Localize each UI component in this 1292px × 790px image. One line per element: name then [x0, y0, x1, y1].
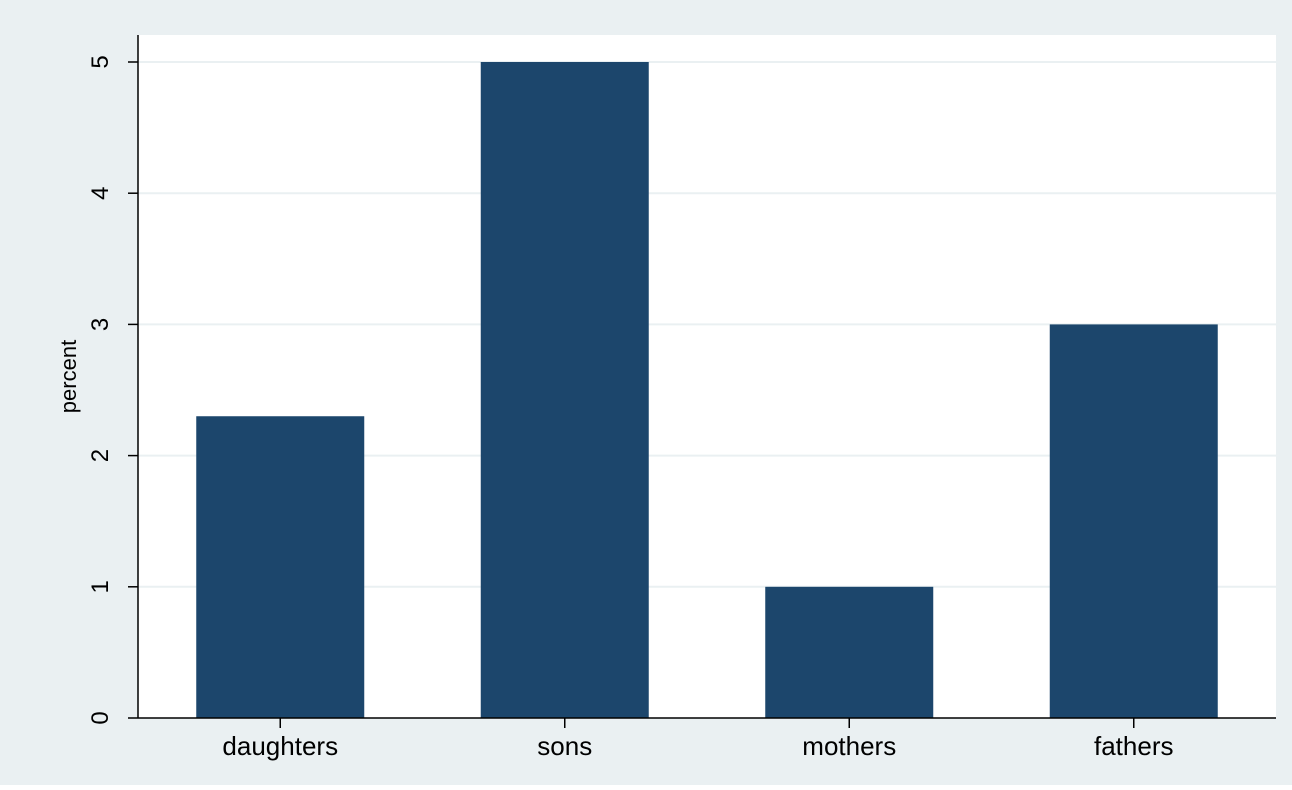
axes	[137, 35, 1276, 719]
y-tick-label: 5	[87, 55, 114, 68]
x-axis-ticks: daughters sons mothers fathers	[222, 718, 1174, 761]
x-tick-label: mothers	[802, 731, 896, 761]
bar-daughters	[196, 416, 365, 718]
bars	[196, 62, 1218, 718]
y-tick-label: 1	[87, 580, 114, 593]
x-tick-label: daughters	[222, 731, 338, 761]
y-tick-label: 0	[87, 711, 114, 724]
y-tick-label: 2	[87, 449, 114, 462]
y-tick-label: 3	[87, 318, 114, 331]
bar-fathers	[1049, 324, 1218, 718]
x-tick-label: sons	[537, 731, 592, 761]
bar-sons	[480, 62, 649, 718]
y-tick-label: 4	[87, 187, 114, 200]
y-axis-ticks: 0 1 2 3 4 5	[87, 55, 138, 725]
bar-mothers	[765, 586, 934, 718]
x-tick-label: fathers	[1094, 731, 1174, 761]
y-axis-title: percent	[56, 340, 81, 413]
